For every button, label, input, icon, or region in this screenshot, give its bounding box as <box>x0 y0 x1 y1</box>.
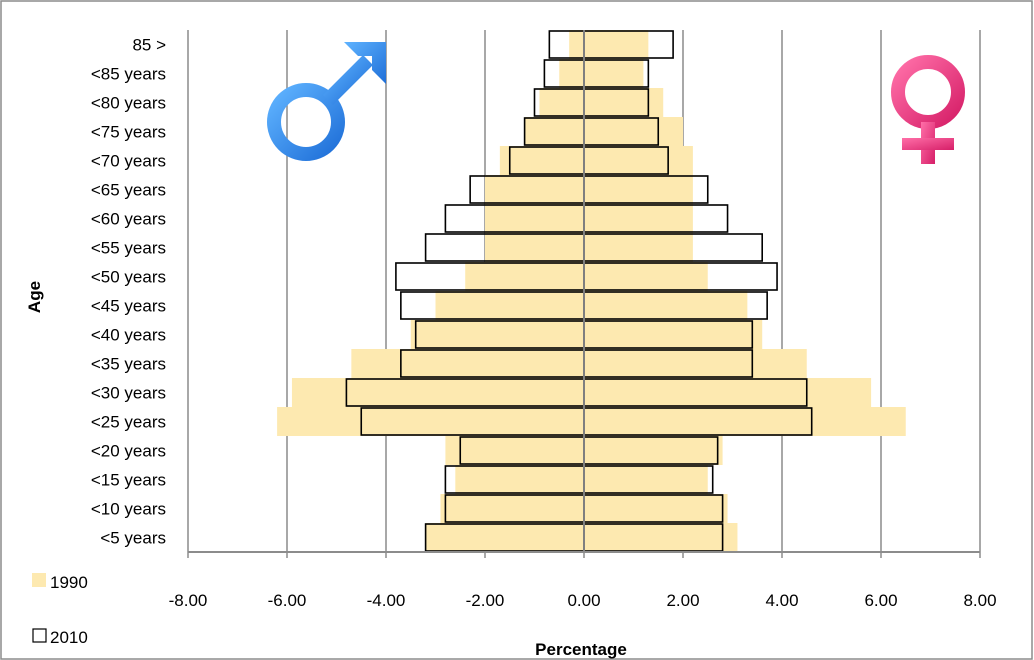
y-tick-label: <10 years <box>91 500 166 519</box>
bar-1990-female <box>584 523 738 552</box>
x-tick-label: 2.00 <box>666 591 699 610</box>
x-tick-label: 8.00 <box>963 591 996 610</box>
legend: 1990 2010 <box>32 573 88 647</box>
x-tick-label: 6.00 <box>864 591 897 610</box>
bar-1990-male <box>351 349 584 378</box>
y-tick-label: <55 years <box>91 239 166 258</box>
bar-1990-male <box>291 378 584 407</box>
y-tick-label: <70 years <box>91 152 166 171</box>
bar-1990-female <box>584 88 664 117</box>
y-tick-label: <80 years <box>91 94 166 113</box>
bar-1990-female <box>584 320 763 349</box>
y-tick-label: <65 years <box>91 181 166 200</box>
x-tick-label: -4.00 <box>367 591 406 610</box>
y-tick-labels: <5 years <10 years <15 years <20 years <25 y… <box>91 36 166 548</box>
axes <box>187 551 981 558</box>
y-axis-title: Age <box>25 281 44 313</box>
bar-1990-male <box>485 204 584 233</box>
legend-swatch-1990 <box>32 573 46 587</box>
x-tick-labels: -8.00 -6.00 -4.00 -2.00 0.00 2.00 4.00 6.00 8.00 <box>169 591 997 610</box>
x-tick-label: 0.00 <box>567 591 600 610</box>
x-tick-label: -2.00 <box>466 591 505 610</box>
bar-1990-male <box>485 233 584 262</box>
bar-1990-male <box>559 59 584 88</box>
y-tick-label: <25 years <box>91 413 166 432</box>
male-symbol-icon <box>267 42 386 161</box>
y-tick-label: <30 years <box>91 384 166 403</box>
bar-1990-male <box>445 436 584 465</box>
bar-1990-female <box>584 175 693 204</box>
bar-1990-male <box>425 523 584 552</box>
bar-1990-male <box>524 117 584 146</box>
y-tick-label: <20 years <box>91 442 166 461</box>
bar-1990-female <box>584 146 693 175</box>
y-tick-label: <85 years <box>91 65 166 84</box>
y-tick-label: <5 years <box>100 529 166 548</box>
bar-1990-female <box>584 59 644 88</box>
bar-1990-male <box>539 88 584 117</box>
bar-1990-female <box>584 436 723 465</box>
x-tick-label: 4.00 <box>765 591 798 610</box>
bar-1990-female <box>584 291 748 320</box>
bar-1990-male <box>410 320 584 349</box>
bar-1990-male <box>277 407 584 436</box>
bar-1990-male <box>455 465 584 494</box>
y-tick-label: <35 years <box>91 355 166 374</box>
bar-1990-male <box>440 494 584 523</box>
bar-1990-female <box>584 30 649 59</box>
y-tick-label: <15 years <box>91 471 166 490</box>
bar-1990-female <box>584 407 906 436</box>
bar-1990-female <box>584 117 683 146</box>
bar-1990-female <box>584 494 728 523</box>
y-tick-label: <45 years <box>91 297 166 316</box>
y-tick-label: <75 years <box>91 123 166 142</box>
female-symbol-icon <box>891 55 965 164</box>
series-1990 <box>277 30 906 552</box>
bar-1990-female <box>584 262 708 291</box>
y-tick-label: 85 > <box>132 36 166 55</box>
x-tick-label: -8.00 <box>169 591 208 610</box>
bar-1990-female <box>584 378 872 407</box>
bar-1990-male <box>485 175 584 204</box>
bar-1990-male <box>435 291 584 320</box>
bar-1990-male <box>465 262 584 291</box>
y-tick-label: <40 years <box>91 326 166 345</box>
y-tick-label: <60 years <box>91 210 166 229</box>
legend-label-2010: 2010 <box>50 628 88 647</box>
bar-1990-female <box>584 465 708 494</box>
y-tick-label: <50 years <box>91 268 166 287</box>
legend-swatch-2010 <box>32 628 47 643</box>
legend-label-1990: 1990 <box>50 573 88 592</box>
bar-1990-female <box>584 233 693 262</box>
bar-1990-male <box>569 30 584 59</box>
x-axis-title: Percentage <box>535 640 627 659</box>
bar-1990-male <box>499 146 584 175</box>
bar-1990-female <box>584 349 807 378</box>
bar-1990-female <box>584 204 693 233</box>
x-tick-label: -6.00 <box>268 591 307 610</box>
